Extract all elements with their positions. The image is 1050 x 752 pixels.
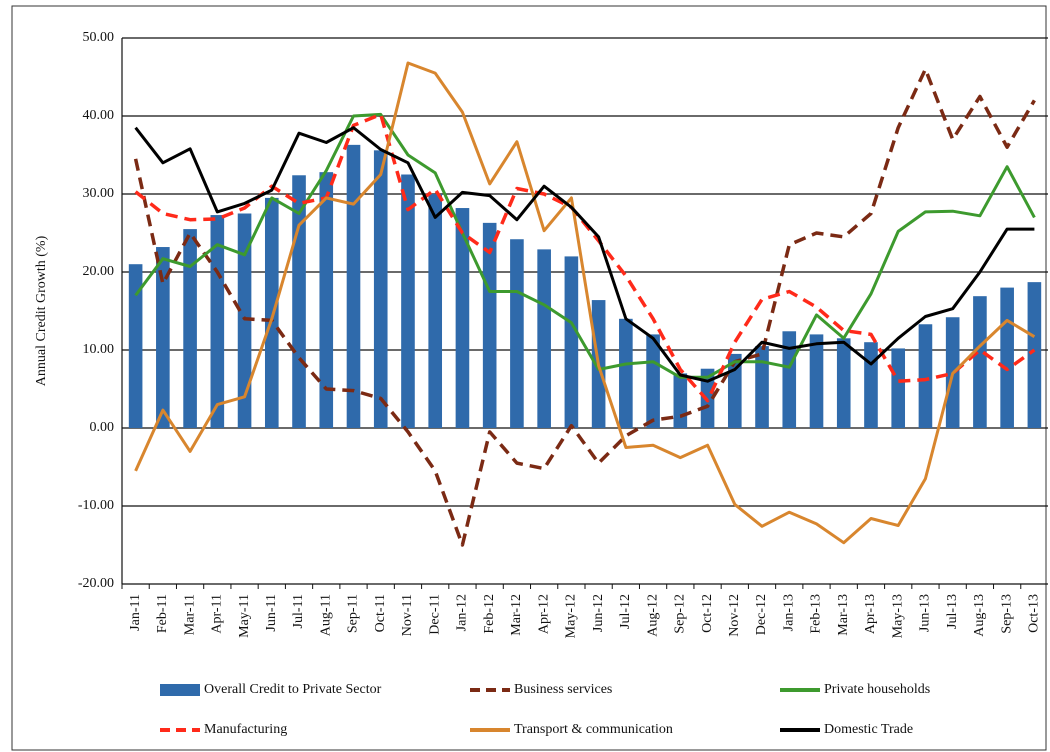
bar xyxy=(237,213,252,428)
bar xyxy=(1027,282,1042,428)
x-tick-label: Jul-12 xyxy=(618,594,633,629)
bar xyxy=(264,197,279,428)
x-tick-label: Dec-11 xyxy=(427,594,442,635)
y-tick-label: -10.00 xyxy=(78,498,114,513)
x-tick-label: Mar-13 xyxy=(836,594,851,636)
bar xyxy=(918,324,933,428)
x-tick-label: Mar-11 xyxy=(182,594,197,635)
y-tick-label: 50.00 xyxy=(83,30,115,45)
x-tick-label: Jan-12 xyxy=(455,594,470,631)
y-tick-label: -20.00 xyxy=(78,576,114,591)
bar xyxy=(755,346,769,428)
legend-label: Private households xyxy=(824,682,930,697)
bar xyxy=(973,296,987,428)
x-tick-label: Aug-12 xyxy=(645,594,660,637)
x-tick-label: Oct-11 xyxy=(373,594,388,632)
bar xyxy=(782,331,797,428)
legend-label: Transport & communication xyxy=(514,722,673,737)
legend-swatch xyxy=(160,684,200,696)
bar xyxy=(619,318,633,428)
line-5 xyxy=(134,126,1035,383)
bar xyxy=(373,150,388,428)
bar xyxy=(510,239,524,428)
bar xyxy=(156,247,170,428)
x-tick-label: Jan-11 xyxy=(128,594,143,631)
line-2 xyxy=(134,112,1036,379)
y-tick-label: 40.00 xyxy=(83,108,115,123)
bar xyxy=(128,264,143,428)
bar xyxy=(346,144,361,429)
bar xyxy=(401,174,415,428)
x-tick-label: Mar-12 xyxy=(509,594,524,636)
bar xyxy=(891,348,906,428)
bar xyxy=(1000,287,1014,428)
x-tick-label: Aug-11 xyxy=(318,594,333,636)
x-tick-label: Jan-13 xyxy=(781,594,796,631)
x-tick-label: Aug-13 xyxy=(972,594,987,637)
x-tick-label: Nov-11 xyxy=(400,594,415,636)
bar xyxy=(836,338,851,428)
y-tick-label: 20.00 xyxy=(83,264,115,279)
bar xyxy=(809,334,824,428)
x-tick-label: Apr-11 xyxy=(210,594,225,634)
x-tick-label: Sep-13 xyxy=(999,594,1014,634)
x-tick-label: Sep-11 xyxy=(346,594,361,633)
bar xyxy=(673,373,688,428)
bar xyxy=(455,208,470,428)
bar xyxy=(646,334,660,428)
x-tick-label: May-11 xyxy=(237,594,252,638)
legend-label: Overall Credit to Private Sector xyxy=(204,682,382,697)
bar xyxy=(319,172,334,428)
legend-label: Domestic Trade xyxy=(824,722,913,737)
line-4 xyxy=(134,61,1036,545)
frame xyxy=(11,5,1047,751)
x-tick-label: Feb-13 xyxy=(809,594,824,634)
x-tick-label: Jul-11 xyxy=(291,594,306,628)
x-tick-label: Oct-13 xyxy=(1027,594,1042,633)
y-tick-label: 30.00 xyxy=(83,186,115,201)
y-tick-label: 0.00 xyxy=(90,420,115,435)
x-tick-label: May-13 xyxy=(890,594,905,638)
legend-label: Manufacturing xyxy=(204,722,287,737)
bar xyxy=(564,256,579,428)
x-tick-label: Apr-13 xyxy=(863,594,878,634)
y-tick-label: 10.00 xyxy=(83,342,115,357)
bar xyxy=(183,229,197,428)
x-tick-label: Jul-13 xyxy=(945,594,960,629)
x-tick-label: Oct-12 xyxy=(700,594,715,633)
x-tick-label: Jun-13 xyxy=(918,594,933,632)
x-tick-label: Sep-12 xyxy=(673,594,688,634)
x-tick-label: Feb-12 xyxy=(482,594,497,634)
x-tick-label: Apr-12 xyxy=(536,594,551,634)
x-tick-label: Dec-12 xyxy=(754,594,769,635)
y-axis-label: Annual Credit Growth (%) xyxy=(34,235,49,386)
x-tick-label: Feb-11 xyxy=(155,594,170,633)
x-tick-label: Jun-11 xyxy=(264,594,279,632)
bar xyxy=(210,215,225,428)
bar xyxy=(537,249,551,428)
legend-label: Business services xyxy=(514,682,612,697)
x-tick-label: Jun-12 xyxy=(591,594,606,632)
x-tick-label: May-12 xyxy=(564,594,579,638)
bar xyxy=(428,194,443,428)
bar xyxy=(864,342,878,428)
bar xyxy=(482,222,497,428)
x-tick-label: Nov-12 xyxy=(727,594,742,637)
